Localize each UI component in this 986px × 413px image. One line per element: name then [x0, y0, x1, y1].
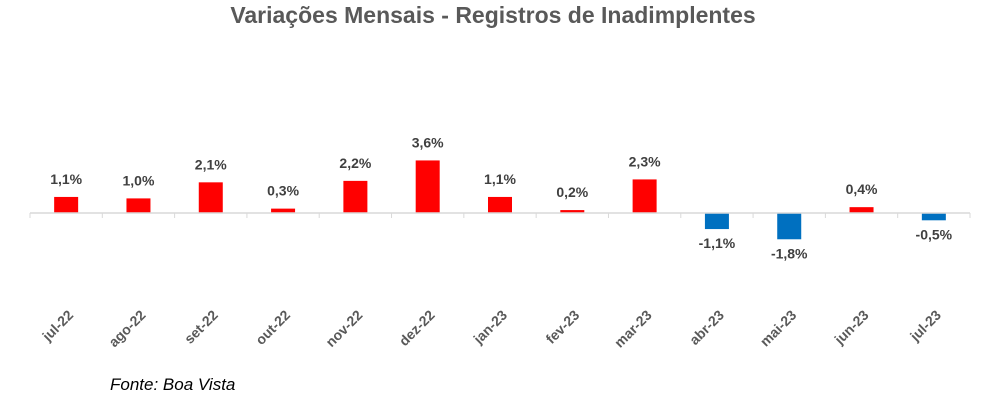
bar-out-22	[271, 208, 296, 213]
bar-ago-22	[126, 198, 151, 213]
data-label-abr-23: -1,1%	[699, 235, 736, 251]
bar-abr-23	[704, 213, 729, 230]
bar-nov-22	[343, 180, 368, 213]
x-tick-label-mai-23: mai-23	[757, 307, 800, 350]
source-note: Fonte: Boa Vista	[110, 375, 236, 394]
bar-jul-23	[921, 213, 946, 221]
x-tick-label-mar-23: mar-23	[611, 307, 655, 351]
x-axis-tick-labels: jul-22 ago-22 set-22 out-22 nov-22 dez-22 jan-…	[38, 307, 944, 351]
data-label-jul-23: -0,5%	[916, 226, 953, 242]
x-tick-label-out-22: out-22	[252, 307, 293, 348]
x-tick-label-fev-23: fev-23	[542, 307, 582, 347]
x-tick-label-ago-22: ago-22	[105, 307, 148, 350]
data-label-jul-22: 1,1%	[50, 171, 82, 187]
x-tick-label-jun-23: jun-23	[830, 307, 871, 348]
x-tick-label-set-22: set-22	[181, 307, 221, 347]
data-labels-group: 1,1% 1,0% 2,1% 0,3% 2,2% 3,6% 1,1% 0,2% 2,3% -1,1…	[50, 134, 952, 261]
data-label-jun-23: 0,4%	[846, 181, 878, 197]
bar-set-22	[198, 182, 223, 213]
data-label-set-22: 2,1%	[195, 156, 227, 172]
chart-title: Variações Mensais - Registros de Inadimp…	[230, 2, 756, 28]
x-tick-label-jul-23: jul-23	[906, 307, 944, 345]
x-tick-label-dez-22: dez-22	[396, 307, 438, 349]
data-label-nov-22: 2,2%	[339, 155, 371, 171]
x-tick-label-jan-23: jan-23	[469, 307, 510, 348]
x-tick-label-abr-23: abr-23	[686, 307, 727, 348]
bar-fev-23	[560, 210, 585, 213]
bar-mai-23	[777, 213, 802, 240]
bar-jul-22	[54, 196, 79, 213]
bar-jun-23	[849, 207, 874, 213]
data-label-jan-23: 1,1%	[484, 171, 516, 187]
data-label-mar-23: 2,3%	[629, 153, 661, 169]
x-tick-label-jul-22: jul-22	[38, 307, 76, 345]
bar-mar-23	[632, 179, 657, 213]
data-label-mai-23: -1,8%	[771, 245, 808, 261]
data-label-dez-22: 3,6%	[412, 134, 444, 150]
data-label-ago-22: 1,0%	[123, 172, 155, 188]
data-label-out-22: 0,3%	[267, 183, 299, 199]
bar-dez-22	[415, 160, 440, 213]
x-tick-label-nov-22: nov-22	[322, 307, 365, 350]
bar-jan-23	[488, 196, 512, 213]
bars-group	[54, 160, 946, 240]
data-label-fev-23: 0,2%	[556, 184, 588, 200]
x-axis-ticks	[29, 213, 971, 218]
